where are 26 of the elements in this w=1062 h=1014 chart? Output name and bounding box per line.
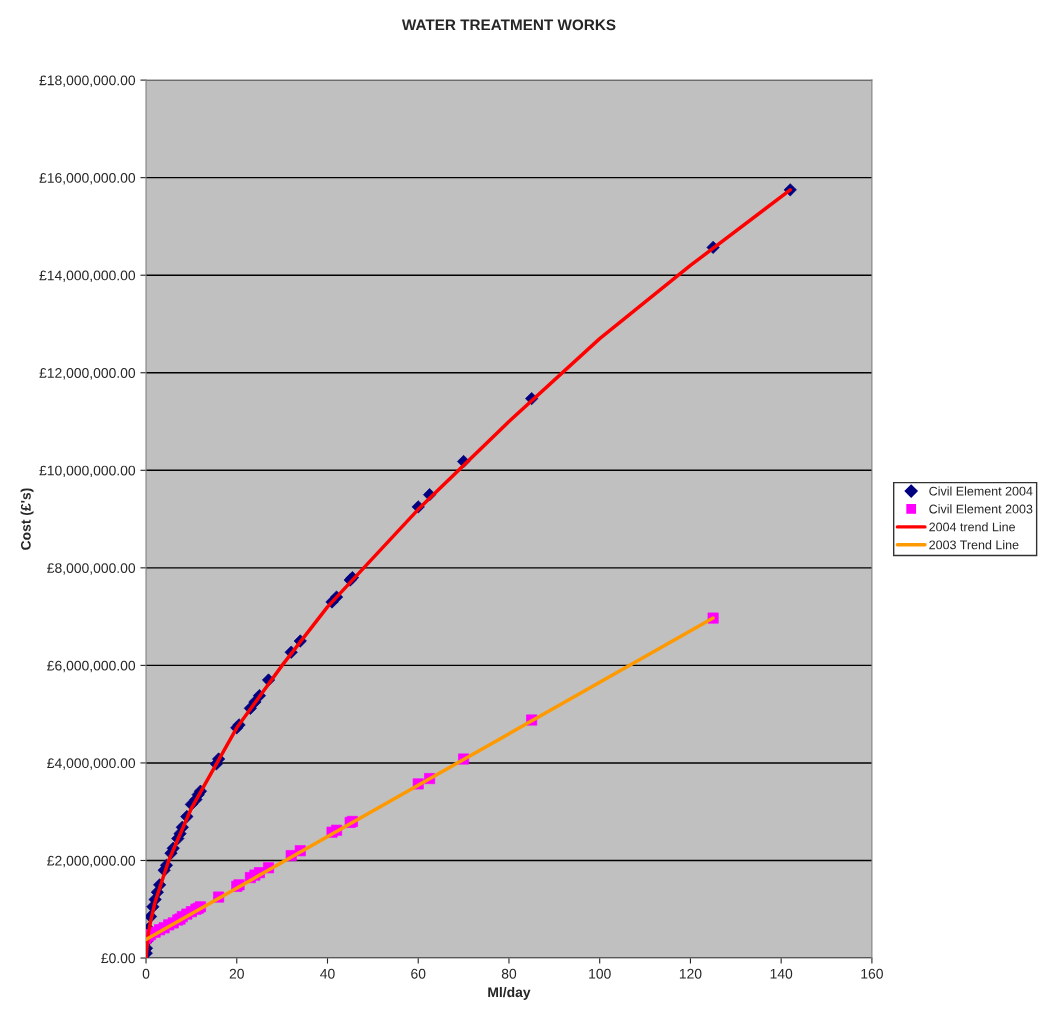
y-tick-label: £4,000,000.00 <box>47 758 136 770</box>
y-tick-label: £2,000,000.00 <box>47 855 136 868</box>
x-tick-label: 60 <box>411 968 426 979</box>
y-axis-title: Cost (£'s) <box>20 488 34 550</box>
y-tick-label: £6,000,000.00 <box>47 660 136 673</box>
x-axis-title: Ml/day <box>488 986 531 1000</box>
legend-label: 2004 trend Line <box>929 522 1015 532</box>
x-tick-label: 80 <box>501 968 517 979</box>
legend-label: Civil Element 2003 <box>929 504 1033 514</box>
x-tick-label: 40 <box>320 968 335 979</box>
x-tick-label: 100 <box>589 968 611 979</box>
x-tick-label: 20 <box>229 968 244 979</box>
y-tick-label: £0.00 <box>101 953 136 964</box>
y-tick-label: £14,000,000.00 <box>39 270 136 283</box>
y-tick-label: £12,000,000.00 <box>39 368 136 380</box>
x-tick-label: 140 <box>770 968 793 979</box>
y-tick-label: £8,000,000.00 <box>47 563 136 575</box>
x-tick-label: 120 <box>679 968 702 979</box>
y-tick-label: £16,000,000.00 <box>39 172 136 185</box>
x-tick-label: 160 <box>861 968 883 979</box>
x-tick-label: 0 <box>142 968 150 979</box>
legend-label: 2003 Trend Line <box>929 540 1019 550</box>
legend-label: Civil Element 2004 <box>929 486 1033 496</box>
chart-title: WATER TREATMENT WORKS <box>401 19 616 31</box>
y-tick-label: £18,000,000.00 <box>39 75 136 87</box>
y-tick-label: £10,000,000.00 <box>39 465 136 478</box>
